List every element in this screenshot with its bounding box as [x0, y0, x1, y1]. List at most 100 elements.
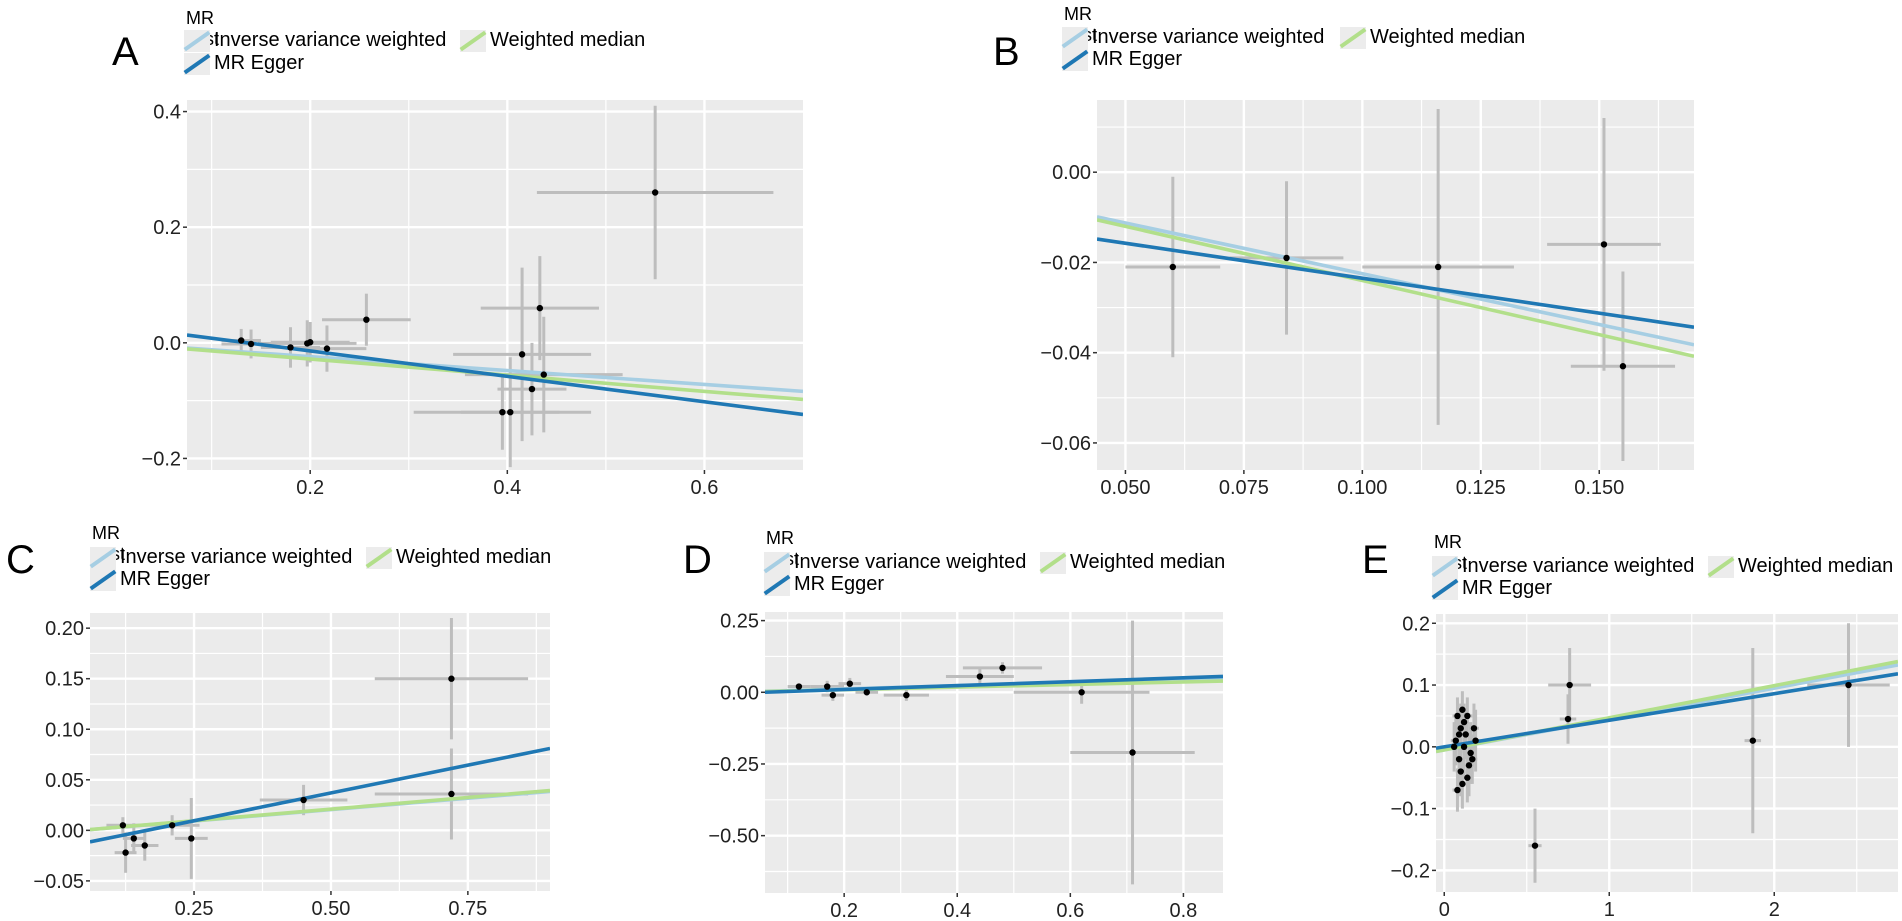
y-tick-label: 0.00: [45, 820, 84, 842]
y-tick-label: −0.25: [708, 754, 759, 776]
data-point: [1457, 768, 1464, 775]
legend-item-egger: MR Egger: [763, 573, 884, 596]
data-point: [540, 371, 547, 378]
data-point: [363, 316, 370, 323]
y-tick-label: 0.00: [1052, 162, 1091, 184]
data-point: [1078, 689, 1085, 696]
data-point: [795, 683, 803, 690]
data-point: [323, 345, 331, 352]
legend-item-ivw: Inverse variance weighted: [89, 546, 352, 569]
data-point: [1749, 737, 1756, 744]
data-point: [1472, 737, 1479, 744]
y-tick-label: 0.00: [720, 682, 759, 704]
data-point: [846, 680, 854, 687]
data-point: [287, 344, 294, 351]
data-point: [863, 689, 870, 696]
y-tick-label: 0.4: [153, 102, 181, 124]
x-tick-label: 0.8: [1170, 900, 1198, 921]
x-tick-label: 0: [1439, 899, 1450, 921]
x-tick-label: 0.125: [1456, 477, 1506, 499]
x-tick-label: 0.6: [1056, 900, 1084, 921]
x-tick-label: 0.4: [943, 900, 971, 921]
panel-letter-b: B: [993, 30, 1020, 74]
legend-item-ivw: Inverse variance weighted: [1431, 555, 1694, 578]
x-tick-label: 0.2: [830, 900, 858, 921]
y-tick-label: −0.50: [708, 826, 759, 848]
x-tick-label: 0.6: [691, 477, 719, 499]
data-point: [1460, 743, 1468, 751]
panel-letter-d: D: [683, 538, 712, 582]
data-point: [528, 385, 536, 393]
plot-background: [1097, 100, 1694, 470]
y-tick-label: 0.0: [153, 333, 181, 355]
x-tick-label: 0.150: [1574, 477, 1624, 499]
y-tick-label: 0.25: [720, 611, 759, 633]
data-point: [1129, 749, 1136, 756]
legend-item-wmedian: Weighted median: [365, 546, 551, 569]
data-point: [1454, 712, 1461, 720]
x-tick-label: 0.75: [448, 898, 487, 920]
y-tick-label: 0.15: [45, 669, 84, 691]
legend-item-egger: MR Egger: [1061, 48, 1182, 71]
data-point: [1454, 786, 1461, 794]
data-layer: [1097, 109, 1694, 461]
legend-item-wmedian: Weighted median: [459, 29, 645, 52]
x-tick-label: 0.25: [175, 898, 214, 920]
x-tick-label: 0.050: [1100, 477, 1150, 499]
data-point: [1464, 774, 1471, 781]
x-tick-label: 2: [1769, 899, 1780, 921]
data-point: [999, 664, 1006, 672]
legend-item-egger: MR Egger: [183, 52, 304, 75]
y-tick-label: −0.1: [1391, 799, 1430, 821]
y-tick-label: −0.04: [1040, 343, 1091, 365]
legend-item-ivw: Inverse variance weighted: [1061, 26, 1324, 49]
data-point: [1531, 842, 1539, 849]
regression-line-mr-egger: [1436, 671, 1898, 750]
data-point: [1459, 706, 1466, 713]
data-point: [1564, 715, 1572, 723]
y-tick-label: 0.10: [45, 719, 84, 741]
y-tick-label: −0.2: [1391, 860, 1430, 882]
legend-item-ivw: Inverse variance weighted: [183, 29, 446, 52]
legend-item-egger: MR Egger: [89, 568, 210, 591]
y-tick-label: 0.1: [1402, 675, 1430, 697]
data-layer: [90, 618, 550, 879]
data-point: [238, 337, 245, 344]
regression-line-weighted-median: [90, 788, 550, 832]
data-point: [1459, 780, 1466, 788]
y-tick-label: 0.2: [153, 217, 181, 239]
scatter-plot-e: 0 1 2 −0.2 −0.1 0.0 0.1 0.2: [1391, 613, 1898, 921]
data-point: [1464, 712, 1471, 720]
legend-item-wmedian: Weighted median: [1707, 555, 1893, 578]
data-point: [507, 408, 514, 416]
data-point: [188, 835, 195, 842]
x-tick-label: 0.100: [1337, 477, 1387, 499]
legend-item-wmedian: Weighted median: [1039, 551, 1225, 574]
legend-item-egger: MR Egger: [1431, 577, 1552, 600]
regression-line-mr-egger: [765, 674, 1223, 695]
data-point: [130, 835, 138, 842]
data-point: [976, 673, 984, 680]
data-layer: [187, 105, 803, 468]
panel-letter-e: E: [1362, 538, 1389, 582]
regression-line-mr-egger: [1097, 237, 1694, 329]
y-tick-label: −0.02: [1040, 252, 1091, 274]
data-point: [499, 408, 506, 416]
data-point: [1434, 263, 1442, 271]
regression-line-weighted-median: [1097, 218, 1694, 359]
x-tick-label: 0.4: [493, 477, 521, 499]
data-point: [1470, 725, 1478, 732]
regression-line-mr-egger: [90, 746, 550, 844]
y-tick-label: 0.2: [1402, 613, 1430, 635]
regression-line-inverse-variance-weighted: [187, 346, 803, 394]
data-point: [823, 683, 831, 690]
data-point: [1465, 762, 1473, 769]
data-point: [307, 339, 314, 346]
panel-letter-a: A: [112, 30, 139, 74]
data-point: [903, 691, 910, 699]
y-tick-label: −0.06: [1040, 433, 1091, 455]
x-tick-label: 0.2: [296, 477, 324, 499]
x-tick-label: 0.50: [311, 898, 350, 920]
data-point: [122, 849, 129, 856]
data-point: [536, 304, 544, 312]
